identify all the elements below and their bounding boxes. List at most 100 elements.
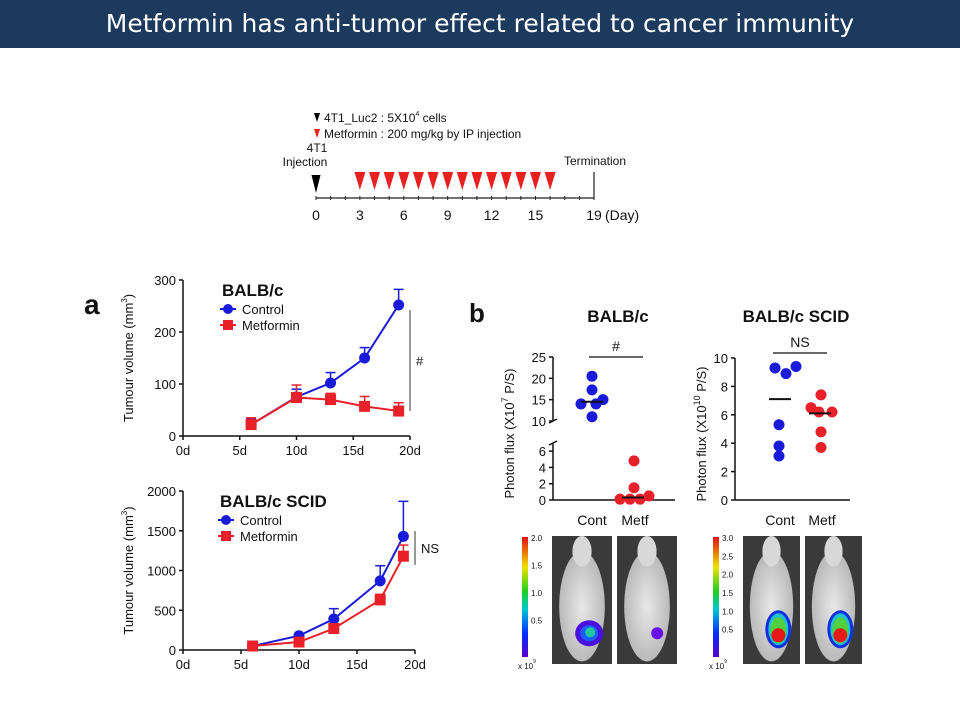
timeline-tick-label: 3: [356, 207, 364, 223]
y-tick-label: 100: [154, 377, 176, 392]
x-tick-label: 15d: [346, 657, 368, 672]
data-point-metformin: [245, 419, 257, 431]
legend-tumor-text: 4T1_Luc2 : 5X104 cells: [324, 111, 447, 125]
timeline-tick-label: 19: [586, 207, 602, 223]
injection-label: 4T1: [307, 141, 328, 155]
data-point-metf: [826, 406, 838, 418]
y-tick-label: 2000: [147, 484, 176, 499]
data-point-metf: [634, 493, 646, 505]
legend-square-icon: [221, 531, 231, 541]
y-tick-label: 500: [154, 603, 176, 618]
y-axis-label: Photon flux (X1010 P/S): [692, 366, 709, 501]
data-point-cont: [773, 419, 785, 431]
colorbar-label: 0.5: [531, 617, 543, 626]
line-chart-a_bottom: 0 500 1000 1500 2000 0d 5d 10d 15d 20d Tumour volu…: [120, 484, 439, 672]
y-tick-label: 1500: [147, 524, 176, 539]
y-axis-label: Photon flux (X107 P/S): [500, 368, 517, 498]
y-tick-label: 1000: [147, 564, 176, 579]
metformin-injection-marker: [412, 172, 424, 190]
y-tick-label: 0: [539, 493, 546, 508]
legend-black-triangle-icon: [314, 113, 320, 122]
mouse-image: [552, 536, 612, 664]
mouse-body: [559, 551, 605, 662]
y-axis-label: Tumour volume (mm3): [120, 506, 136, 634]
data-point-cont: [773, 440, 785, 452]
colorbar-gradient: [713, 537, 719, 657]
data-point-control: [397, 530, 409, 542]
y-tick-label: 25: [532, 350, 546, 365]
significance-label: NS: [421, 541, 439, 556]
data-point-metformin: [247, 640, 259, 652]
legend-label: Metformin: [242, 318, 300, 333]
data-point-metformin: [359, 400, 371, 412]
metformin-injection-marker: [383, 172, 395, 190]
data-point-cont: [586, 411, 598, 423]
data-point-control: [328, 613, 340, 625]
data-point-metf: [643, 490, 655, 502]
data-point-metf: [815, 441, 827, 453]
y-tick-label: 6: [539, 444, 546, 459]
y-tick-label: 0: [169, 643, 176, 658]
timeline-tick-label: 12: [484, 207, 500, 223]
colorbar-unit: x 109: [518, 659, 536, 671]
legend-label: Metformin: [240, 529, 298, 544]
data-point-metformin: [374, 594, 386, 606]
data-point-metformin: [325, 394, 337, 406]
category-label: Cont: [765, 512, 795, 528]
data-point-metformin: [328, 623, 340, 635]
colorbar-label: 2.5: [722, 552, 734, 561]
axis-break-mark: [548, 440, 558, 446]
legend-circle-icon: [221, 515, 231, 525]
data-point-control: [325, 377, 337, 389]
metformin-injection-marker: [471, 172, 483, 190]
termination-label: Termination: [564, 154, 626, 168]
colorbar-label: 2.0: [531, 534, 543, 543]
data-point-cont: [780, 368, 792, 380]
colorbar-gradient: [522, 537, 528, 657]
timeline-tick-label: 6: [400, 207, 408, 223]
colorbar-right: 3.0 2.5 2.0 1.5 1.0 0.5 x 109: [709, 534, 734, 671]
colorbar-label: 0.5: [722, 626, 734, 635]
data-point-cont: [575, 398, 587, 410]
significance-label: #: [612, 338, 620, 354]
y-tick-label: 4: [539, 460, 546, 475]
scatter-chart-b_left: 02 46 10 15 20 25 Photon flux (X107 P/S) BALB/c…: [500, 307, 675, 528]
data-point-metformin: [393, 405, 405, 417]
data-point-metf: [624, 493, 636, 505]
metformin-injection-marker: [354, 172, 366, 190]
legend-label: Control: [242, 302, 284, 317]
y-tick-label: 10: [532, 414, 546, 429]
signal-blob: [833, 628, 848, 643]
colorbar-label: 1.0: [722, 607, 734, 616]
metformin-injection-marker: [442, 172, 454, 190]
signal-blob: [585, 627, 596, 638]
colorbar-label: 1.5: [531, 562, 543, 571]
x-tick-label: 0d: [176, 657, 190, 672]
metformin-injection-marker: [544, 172, 556, 190]
y-tick-label: 200: [154, 325, 176, 340]
metformin-injection-marker: [500, 172, 512, 190]
x-tick-label: 20d: [399, 443, 421, 458]
legend-red-triangle-icon: [314, 129, 320, 138]
slide-title: Metformin has anti-tumor effect related …: [0, 0, 960, 48]
panel-label-a: a: [84, 289, 100, 320]
significance-label: NS: [790, 334, 809, 350]
data-point-cont: [769, 362, 781, 374]
chart-title: BALB/c: [587, 307, 648, 326]
data-point-cont: [586, 384, 598, 396]
x-tick-label: 0d: [176, 443, 190, 458]
timeline-diagram: 4T1_Luc2 : 5X104 cells Metformin : 200 mg…: [283, 111, 640, 223]
mouse-image: [805, 536, 862, 664]
y-tick-label: 300: [154, 273, 176, 288]
data-point-metf: [815, 426, 827, 438]
y-tick-label: 15: [532, 393, 546, 408]
data-point-metf: [628, 455, 640, 467]
colorbar-left: 2.0 1.5 1.0 0.5 x 109: [518, 534, 543, 671]
timeline-tick-label: 15: [528, 207, 544, 223]
panel-label-b: b: [469, 298, 485, 328]
tumor-injection-marker: [311, 175, 321, 193]
data-point-cont: [590, 398, 602, 410]
y-tick-label: 10: [714, 351, 728, 366]
data-point-metformin: [397, 550, 409, 562]
data-point-cont: [586, 370, 598, 382]
